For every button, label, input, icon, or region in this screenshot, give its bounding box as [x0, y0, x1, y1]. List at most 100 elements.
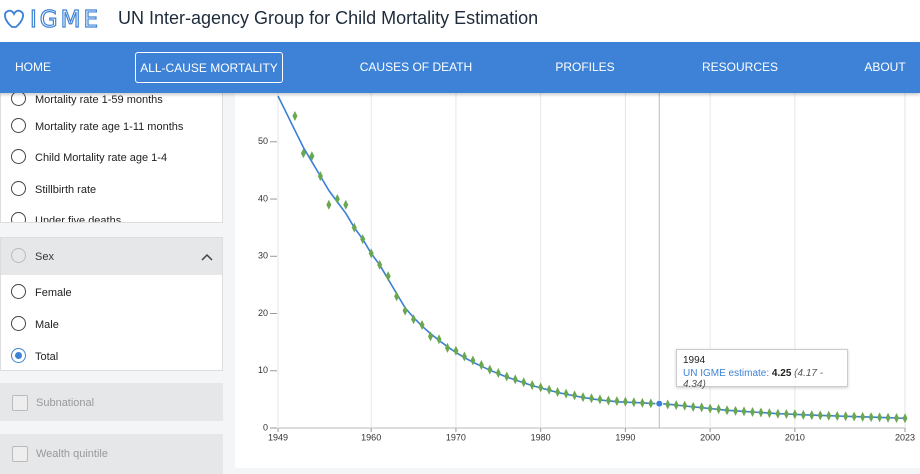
data-point [766, 408, 772, 419]
plot-area [277, 93, 908, 428]
sex-panel: Sex Female Male Total [0, 237, 223, 371]
data-point [555, 386, 561, 397]
nav-item[interactable]: PROFILES [555, 60, 615, 74]
data-point [419, 319, 425, 330]
tooltip-range: (4.17 - 4.34) [683, 368, 824, 390]
data-point [885, 412, 891, 423]
x-tick-label: 1949 [268, 432, 288, 442]
data-point [749, 406, 755, 417]
data-point [826, 410, 832, 421]
sex-option[interactable]: Male [11, 315, 59, 335]
hover-point [655, 399, 664, 408]
data-point [622, 396, 628, 407]
data-point [690, 401, 696, 412]
data-point [309, 151, 315, 162]
data-point [300, 148, 306, 159]
sex-option[interactable]: Total [11, 347, 58, 367]
data-point [843, 411, 849, 422]
data-point [495, 368, 501, 379]
data-point [894, 412, 900, 423]
y-tick-label: 30 [258, 251, 268, 261]
sex-option[interactable]: Female [11, 283, 72, 303]
indicator-option[interactable]: Mortality rate age 1-11 months [11, 117, 183, 137]
data-point [834, 410, 840, 421]
data-point [563, 388, 569, 399]
sex-title: Sex [11, 247, 54, 267]
tooltip: 1994 UN IGME estimate: 4.25 (4.17 - 4.34… [676, 349, 848, 390]
logo[interactable]: IGME [0, 0, 110, 42]
data-point [292, 111, 298, 122]
x-tick-label: 1970 [446, 432, 466, 442]
data-point [648, 398, 654, 409]
data-point [792, 409, 798, 420]
data-point [402, 305, 408, 316]
data-point [699, 402, 705, 413]
site-title: UN Inter-agency Group for Child Mortalit… [118, 8, 539, 28]
indicator-option[interactable]: Under five deaths [11, 211, 121, 222]
data-point [809, 410, 815, 421]
data-point [783, 408, 789, 419]
filter-box[interactable]: Wealth quintile [0, 434, 223, 474]
indicator-option[interactable]: Stillbirth rate [11, 180, 96, 200]
y-tick-label: 20 [258, 308, 268, 318]
sex-header[interactable]: Sex [1, 238, 222, 275]
data-point [868, 412, 874, 423]
x-tick-label: 1960 [361, 432, 381, 442]
logo-icon [4, 9, 24, 28]
nav-bar: HOME ALL-CAUSE MORTALITY CAUSES OF DEATH PR… [0, 42, 920, 93]
data-point [512, 374, 518, 385]
data-point [343, 199, 349, 210]
data-point [461, 351, 467, 362]
data-point [572, 390, 578, 401]
indicator-option[interactable]: Child Mortality rate age 1-4 [11, 148, 167, 168]
filter-checkbox[interactable]: Subnational [12, 395, 94, 411]
x-tick-label: 2000 [700, 432, 720, 442]
data-point [504, 371, 510, 382]
data-point [326, 199, 332, 210]
nav-item[interactable]: ALL-CAUSE MORTALITY [135, 52, 283, 83]
filter-box[interactable]: Subnational [0, 383, 223, 421]
data-point [707, 403, 713, 414]
data-point [453, 345, 459, 356]
sidebar: Mortality rate 1-59 months Mortality rat… [0, 89, 224, 474]
data-point [385, 271, 391, 282]
nav-item[interactable]: CAUSES OF DEATH [359, 60, 473, 74]
x-tick-label: 2023 [895, 432, 915, 442]
data-point [580, 392, 586, 403]
data-point [436, 334, 442, 345]
data-point [478, 360, 484, 371]
data-point [411, 314, 417, 325]
nav-item[interactable]: ABOUT [864, 60, 906, 74]
nav-item[interactable]: HOME [15, 60, 51, 74]
data-point [877, 412, 883, 423]
data-point [428, 331, 434, 342]
data-point [360, 234, 366, 245]
data-point [741, 406, 747, 417]
data-point [800, 409, 806, 420]
data-point [733, 405, 739, 416]
y-tick-label: 0 [263, 422, 268, 432]
data-point [538, 382, 544, 393]
filter-checkbox[interactable]: Wealth quintile [12, 446, 108, 462]
x-tick-label: 1980 [531, 432, 551, 442]
data-point [817, 410, 823, 421]
chart: 1949 1960 1970 1980 1990 2000 2010 2023 0 10 20 30 4… [258, 93, 915, 442]
data-point [444, 342, 450, 353]
nav-item[interactable]: RESOURCES [701, 60, 778, 74]
chart-panel [235, 93, 920, 468]
y-tick-label: 10 [258, 365, 268, 375]
x-tick-label: 1990 [615, 432, 635, 442]
data-point [639, 397, 645, 408]
header: IGME UN Inter-agency Group for Child Mor… [0, 0, 920, 42]
y-tick-label: 40 [258, 193, 268, 203]
tooltip-label: UN IGME estimate: [683, 368, 770, 379]
tooltip-year: 1994 [683, 355, 706, 366]
data-point [682, 400, 688, 411]
data-point [758, 407, 764, 418]
data-point [377, 259, 383, 270]
data-point [614, 396, 620, 407]
data-point [589, 393, 594, 404]
data-point [851, 411, 857, 422]
indicator-option[interactable]: Mortality rate 1-59 months [11, 90, 163, 110]
